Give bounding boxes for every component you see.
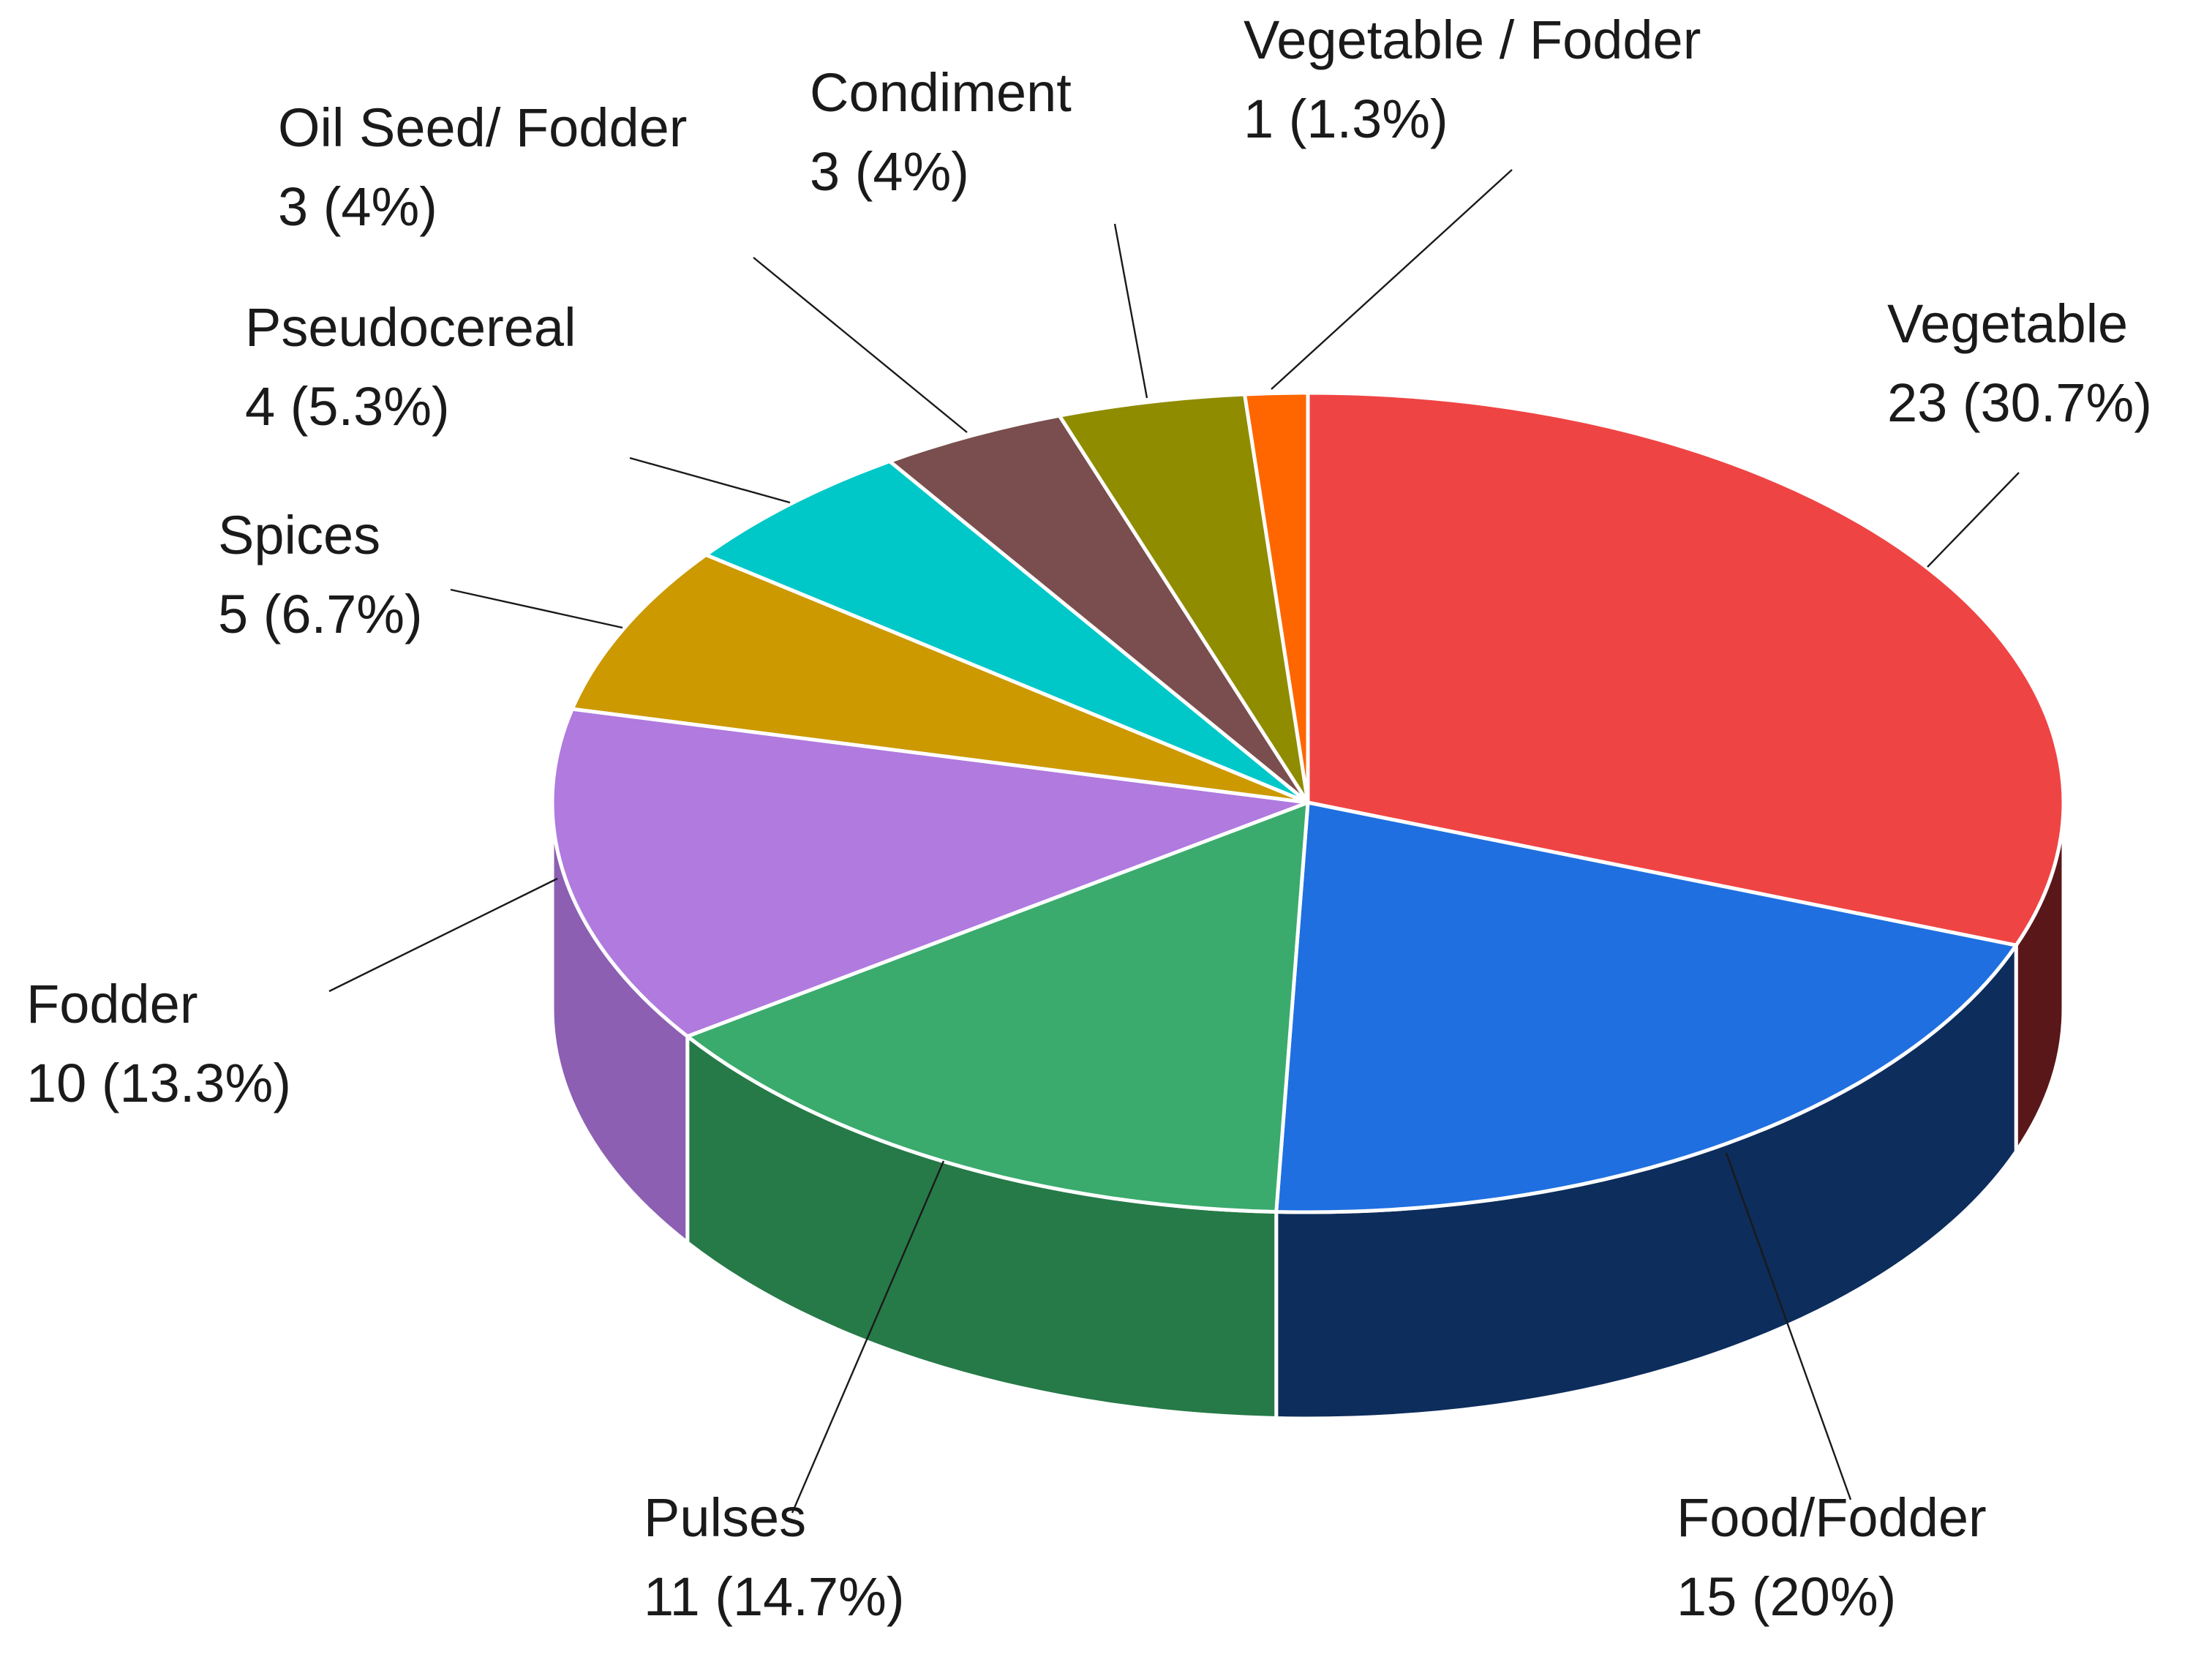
label-name-vegetable: Vegetable [1887, 293, 2128, 354]
label-value-fodder: 10 (13.3%) [26, 1053, 291, 1113]
slice-vegetable [1306, 391, 2066, 947]
leader-pulses [791, 1160, 945, 1514]
label-value-vegetable: 23 (30.7%) [1887, 372, 2152, 433]
label-value-spices: 5 (6.7%) [218, 584, 423, 645]
label-name-spices: Spices [218, 505, 380, 565]
label-name-food-fodder: Food/Fodder [1677, 1487, 1987, 1548]
label-value-condiment: 3 (4%) [810, 141, 969, 202]
leader-spices [450, 588, 623, 629]
leader-vegetable [1927, 472, 2020, 568]
label-name-pseudocereal: Pseudocereal [245, 297, 576, 358]
leader-oil-seed-fodder [753, 257, 968, 433]
label-value-oil-seed-fodder: 3 (4%) [278, 176, 437, 237]
label-value-food-fodder: 15 (20%) [1677, 1566, 1896, 1627]
label-name-oil-seed-fodder: Oil Seed/ Fodder [278, 97, 687, 158]
leader-vegetable-fodder [1271, 169, 1513, 390]
slice-spices [570, 552, 1310, 805]
label-name-pulses: Pulses [644, 1487, 806, 1548]
label-name-condiment: Condiment [810, 62, 1072, 123]
label-name-fodder: Fodder [26, 974, 198, 1034]
pie-slices [550, 391, 2066, 1214]
pie-sides [550, 800, 2066, 1421]
slice-oil-seed-fodder [887, 413, 1310, 805]
label-value-pulses: 11 (14.7%) [644, 1566, 905, 1627]
leader-pseudocereal [629, 456, 791, 504]
slice-fodder [550, 707, 1310, 1039]
label-value-pseudocereal: 4 (5.3%) [245, 376, 450, 437]
leader-fodder [328, 877, 558, 993]
label-value-vegetable-fodder: 1 (1.3%) [1244, 89, 1448, 149]
slice-condiment [1057, 392, 1310, 805]
leader-food-fodder [1725, 1152, 1852, 1500]
slice-labels: Vegetable 23 (30.7%) Food/Fodder 15 (20%) Pu… [26, 10, 2152, 1627]
slice-pseudocereal [704, 459, 1310, 805]
slice-vegetable-fodder [1243, 391, 1310, 805]
leader-condiment [1113, 223, 1148, 399]
slice-food-fodder [1274, 800, 2018, 1214]
leader-lines [328, 169, 2020, 1514]
label-name-vegetable-fodder: Vegetable / Fodder [1244, 10, 1701, 70]
